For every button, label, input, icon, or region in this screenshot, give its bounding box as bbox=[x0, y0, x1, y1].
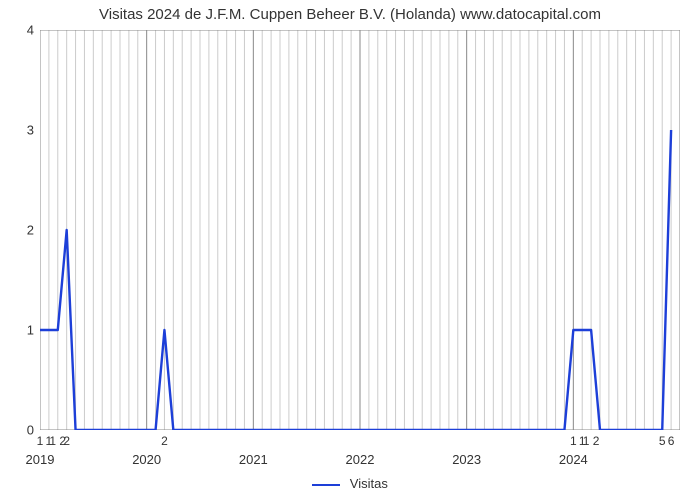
x-year-label: 2024 bbox=[559, 452, 588, 467]
x-index-label: 1 bbox=[37, 434, 44, 448]
plot-area bbox=[40, 30, 680, 430]
legend: Visitas bbox=[0, 476, 700, 491]
y-tick-label: 2 bbox=[4, 223, 34, 238]
y-tick-label: 0 bbox=[4, 423, 34, 438]
x-year-label: 2020 bbox=[132, 452, 161, 467]
x-index-label: 1 2 bbox=[583, 434, 600, 448]
x-year-label: 2019 bbox=[26, 452, 55, 467]
chart-container: Visitas 2024 de J.F.M. Cuppen Beheer B.V… bbox=[0, 0, 700, 500]
y-tick-label: 3 bbox=[4, 123, 34, 138]
y-tick-label: 4 bbox=[4, 23, 34, 38]
plot-svg bbox=[40, 30, 680, 430]
chart-title: Visitas 2024 de J.F.M. Cuppen Beheer B.V… bbox=[0, 6, 700, 23]
x-index-label: 5 bbox=[659, 434, 666, 448]
x-index-label: 1 bbox=[570, 434, 577, 448]
x-year-label: 2021 bbox=[239, 452, 268, 467]
legend-label: Visitas bbox=[350, 476, 388, 491]
legend-line-swatch bbox=[312, 484, 340, 486]
y-tick-label: 1 bbox=[4, 323, 34, 338]
x-index-label: 2 bbox=[63, 434, 70, 448]
x-year-label: 2023 bbox=[452, 452, 481, 467]
x-index-label: 6 bbox=[668, 434, 675, 448]
x-index-label: 2 bbox=[161, 434, 168, 448]
x-year-label: 2022 bbox=[346, 452, 375, 467]
